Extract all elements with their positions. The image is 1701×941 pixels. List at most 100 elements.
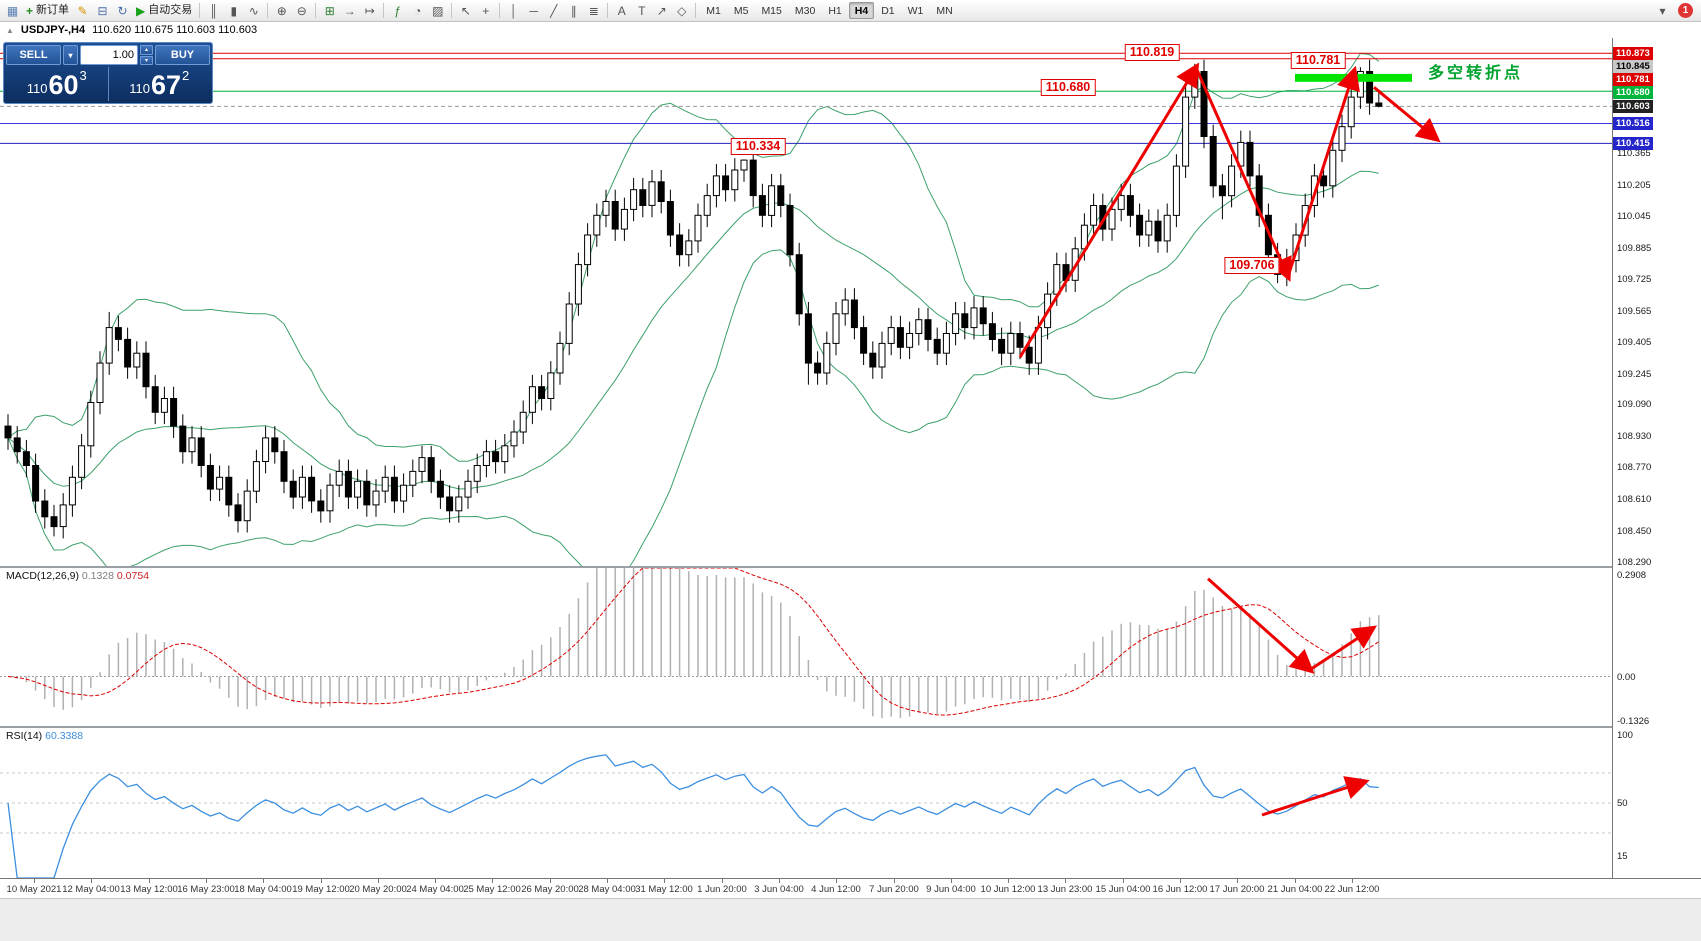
chart-profile-icon[interactable]: ▾ [1659, 3, 1666, 18]
volume-input[interactable]: 1.00 [80, 45, 138, 65]
time-axis-label: 21 Jun 04:00 [1267, 884, 1323, 895]
zoom-out-icon[interactable]: ⊖ [296, 3, 307, 18]
timeframe-m5[interactable]: M5 [728, 2, 755, 19]
timeframe-d1[interactable]: D1 [875, 2, 900, 19]
script-icon[interactable]: ✎ [77, 3, 88, 18]
timeframe-m30[interactable]: M30 [789, 2, 821, 19]
time-axis-label: 10 Jun 12:00 [980, 884, 1036, 895]
time-tick [1237, 879, 1238, 883]
rsi-label: RSI(14) 60.3388 [4, 730, 86, 742]
macd-axis-label: -0.1326 [1617, 716, 1650, 727]
time-tick [550, 879, 551, 883]
periods-icon[interactable]: ◔ [414, 3, 422, 18]
status-area [0, 898, 1701, 941]
text-icon[interactable]: A [617, 3, 626, 18]
cursor-icon[interactable]: ↖ [460, 3, 471, 18]
toolbar-separator [267, 3, 269, 18]
macd-axis-label: 0.00 [1617, 672, 1636, 683]
time-axis-label: 31 May 12:00 [635, 884, 693, 895]
shapes-icon[interactable]: ◇ [677, 3, 687, 18]
rsi-name: RSI(14) [6, 730, 43, 742]
panel-separator[interactable] [0, 566, 1701, 568]
timeframe-h1[interactable]: H1 [822, 2, 847, 19]
time-tick [1180, 879, 1181, 883]
timeframe-m15[interactable]: M15 [755, 2, 787, 19]
market-watch-icon[interactable]: ⊟ [97, 3, 108, 18]
toolbar-separator [451, 3, 453, 18]
buy-button[interactable]: BUY [155, 45, 210, 65]
indicators-icon[interactable]: ƒ [394, 3, 402, 18]
panel-separator[interactable] [0, 726, 1701, 728]
time-axis-label: 16 May 23:00 [177, 884, 235, 895]
vertical-line-icon[interactable]: │ [510, 3, 518, 18]
rsi-axis-label: 100 [1617, 730, 1633, 741]
rsi-panel[interactable] [0, 728, 1612, 878]
notification-badge[interactable]: 1 [1678, 3, 1693, 18]
timeframe-w1[interactable]: W1 [902, 2, 930, 19]
time-axis-label: 25 May 12:00 [463, 884, 521, 895]
time-tick [1352, 879, 1353, 883]
toolbar-separator [383, 3, 385, 18]
time-axis-label: 1 Jun 20:00 [697, 884, 747, 895]
main-chart[interactable] [0, 38, 1612, 566]
sell-price[interactable]: 110 60 3 [6, 67, 108, 101]
time-tick [1065, 879, 1066, 883]
volume-dropdown-icon[interactable]: ▾ [63, 45, 78, 65]
timeframe-mn[interactable]: MN [930, 2, 958, 19]
time-axis-label: 18 May 04:00 [234, 884, 292, 895]
chart-window-icon[interactable]: ▦ [6, 3, 19, 18]
time-tick [951, 879, 952, 883]
price-divider [107, 67, 109, 101]
time-tick [664, 879, 665, 883]
auto-trading-button[interactable]: ▶ 自动交易 [133, 2, 195, 20]
arrows-tool-icon[interactable]: ↗ [656, 3, 667, 18]
bars-chart-icon[interactable]: ║ [209, 3, 218, 18]
price-axis-tag: 110.603 [1613, 100, 1653, 113]
fibonacci-icon[interactable]: ≣ [588, 3, 599, 18]
time-axis[interactable]: 10 May 2021 12 May 04:00 13 May 12:00 16 Ma… [0, 878, 1701, 898]
toolbar-separator [315, 3, 317, 18]
new-order-button[interactable]: + 新订单 [23, 2, 72, 20]
macd-signal-value: 0.0754 [116, 570, 150, 582]
candlestick-chart-icon[interactable]: ▮ [230, 3, 238, 18]
timeframe-m1[interactable]: M1 [700, 2, 727, 19]
channel-icon[interactable]: ∥ [570, 3, 577, 18]
buy-price[interactable]: 110 67 2 [109, 67, 211, 101]
price-tick: 109.405 [1617, 337, 1652, 348]
templates-icon[interactable]: ▨ [432, 3, 444, 18]
price-tick: 109.725 [1617, 274, 1652, 285]
price-axis-tag: 110.873 [1613, 47, 1653, 60]
buy-price-pip: 2 [182, 68, 190, 83]
price-tick: 110.045 [1617, 211, 1651, 222]
volume-down-icon[interactable]: ▾ [140, 55, 153, 65]
time-tick [836, 879, 837, 883]
price-axis-tag: 110.516 [1613, 117, 1653, 130]
volume-spinner[interactable]: ▴ ▾ [140, 45, 153, 65]
shift-chart-icon[interactable]: ↦ [364, 3, 375, 18]
text-label-icon[interactable]: T [638, 3, 646, 18]
trendline-icon[interactable]: ╱ [550, 3, 558, 18]
chart-ohlc-values: 110.620 110.675 110.603 110.603 [92, 24, 258, 36]
price-tick: 110.205 [1617, 180, 1651, 191]
toolbar-separator [499, 3, 501, 18]
sell-price-pip: 3 [79, 68, 87, 83]
toolbar-separator [695, 3, 697, 18]
time-tick [492, 879, 493, 883]
zoom-in-icon[interactable]: ⊕ [276, 3, 287, 18]
sell-button[interactable]: SELL [6, 45, 61, 65]
line-chart-icon[interactable]: ∿ [248, 3, 259, 18]
timeframe-h4[interactable]: H4 [848, 2, 875, 19]
time-axis-label: 7 Jun 20:00 [869, 884, 919, 895]
crosshair-icon[interactable]: + [482, 3, 490, 18]
time-axis-label: 16 Jun 12:00 [1152, 884, 1208, 895]
tile-windows-icon[interactable]: ⊞ [324, 3, 335, 18]
time-tick [435, 879, 436, 883]
auto-scroll-icon[interactable]: → [343, 3, 356, 18]
refresh-icon[interactable]: ↻ [117, 3, 128, 18]
macd-panel[interactable] [0, 568, 1612, 726]
rsi-axis-label: 50 [1617, 798, 1628, 809]
price-axis[interactable]: 110.365 110.205 110.045 109.885 109.725 109.5… [1612, 38, 1701, 878]
horizontal-line-icon[interactable]: ─ [529, 3, 538, 18]
volume-up-icon[interactable]: ▴ [140, 45, 153, 55]
buy-price-main: 67 [150, 70, 182, 100]
